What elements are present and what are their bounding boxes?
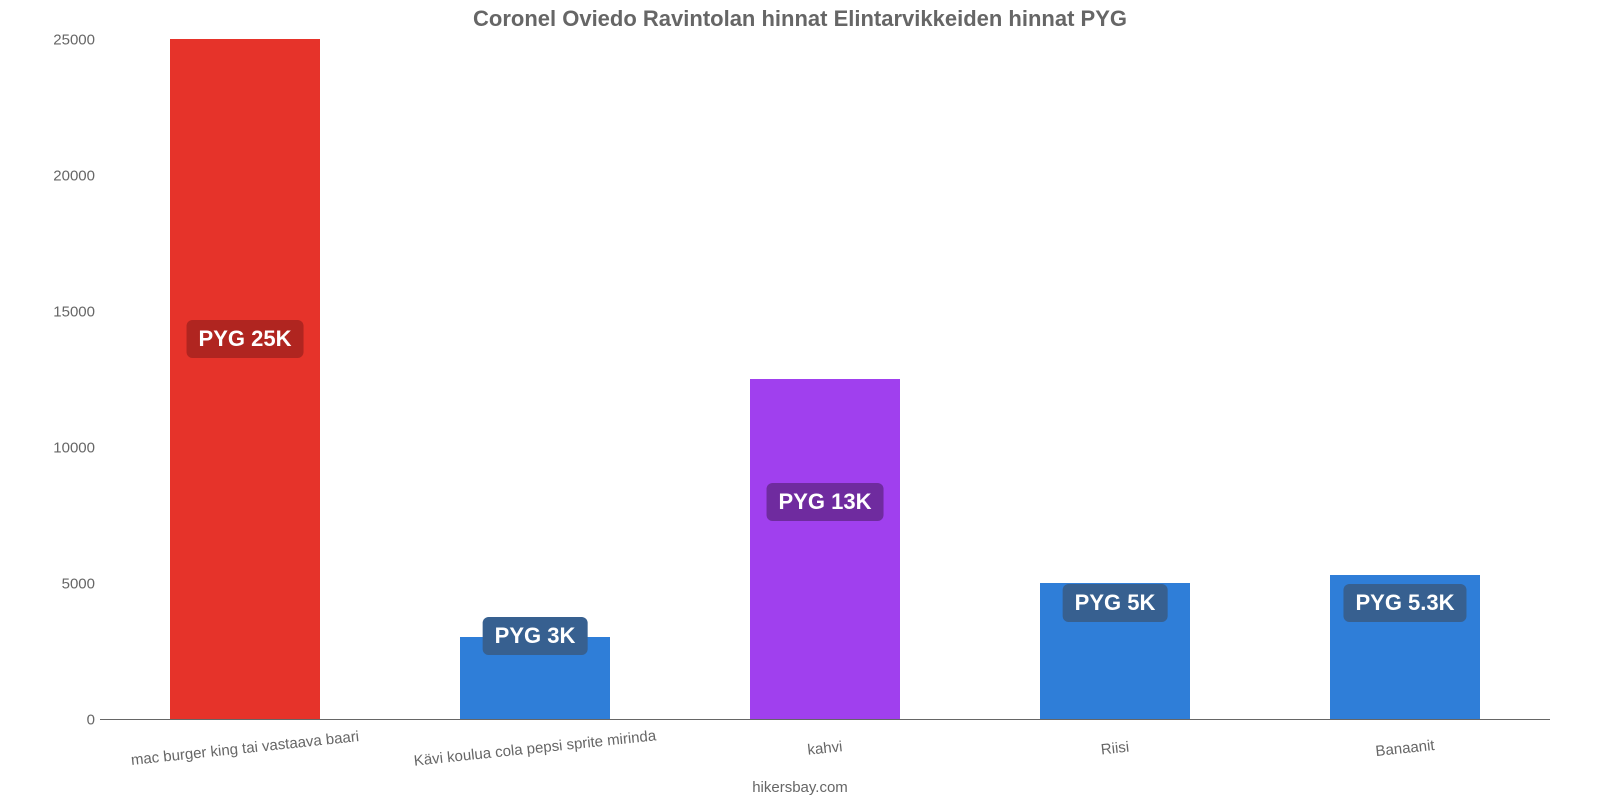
- plot-area: 0500010000150002000025000PYG 25KPYG 3KPY…: [100, 40, 1550, 720]
- y-tick-label: 5000: [40, 576, 95, 593]
- bar-value-label: PYG 5.3K: [1343, 584, 1466, 622]
- credit-text: hikersbay.com: [0, 779, 1600, 796]
- y-tick-label: 25000: [40, 32, 95, 49]
- bar-value-label: PYG 5K: [1063, 584, 1168, 622]
- bar-value-label: PYG 25K: [187, 320, 304, 358]
- y-tick-label: 0: [40, 712, 95, 729]
- y-tick-label: 20000: [40, 168, 95, 185]
- y-tick-label: 10000: [40, 440, 95, 457]
- bar: [750, 379, 901, 719]
- x-tick-label: Banaanit: [1375, 737, 1436, 760]
- price-bar-chart: Coronel Oviedo Ravintolan hinnat Elintar…: [0, 0, 1600, 800]
- bar-value-label: PYG 13K: [767, 483, 884, 521]
- y-tick-label: 15000: [40, 304, 95, 321]
- x-tick-label: Riisi: [1100, 739, 1130, 759]
- x-tick-label: mac burger king tai vastaava baari: [130, 728, 360, 769]
- x-tick-label: kahvi: [807, 738, 844, 759]
- bar-value-label: PYG 3K: [483, 617, 588, 655]
- x-tick-label: Kävi koulua cola pepsi sprite mirinda: [413, 727, 657, 769]
- chart-title: Coronel Oviedo Ravintolan hinnat Elintar…: [0, 6, 1600, 32]
- bar: [170, 39, 321, 719]
